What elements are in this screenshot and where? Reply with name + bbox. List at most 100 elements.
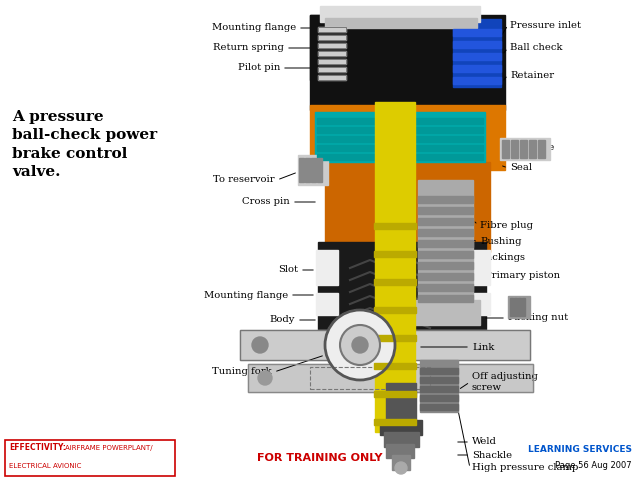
Bar — [418, 229, 473, 236]
Bar — [318, 59, 346, 64]
Text: Packing nut: Packing nut — [508, 313, 568, 323]
Bar — [418, 240, 473, 247]
Bar — [529, 140, 536, 158]
Bar — [5, 440, 175, 476]
Bar — [310, 105, 505, 170]
Bar — [510, 298, 513, 316]
Circle shape — [352, 337, 368, 353]
Text: AIRFRAME POWERPLANT/: AIRFRAME POWERPLANT/ — [65, 445, 152, 451]
Circle shape — [325, 310, 395, 380]
Bar — [318, 67, 346, 72]
Bar — [316, 293, 338, 315]
Bar — [453, 29, 501, 36]
Bar — [317, 118, 483, 124]
Text: High pressure clamp: High pressure clamp — [472, 464, 579, 472]
Circle shape — [252, 337, 268, 353]
Bar — [511, 140, 518, 158]
Bar — [310, 367, 430, 389]
Bar — [420, 395, 458, 401]
Text: Pilot pin: Pilot pin — [237, 63, 280, 72]
Text: Page 56 Aug 2007: Page 56 Aug 2007 — [556, 461, 632, 470]
Text: Fibre plug: Fibre plug — [480, 220, 533, 229]
Bar — [453, 77, 501, 84]
Text: To brake: To brake — [510, 143, 554, 152]
Circle shape — [258, 371, 272, 385]
Bar — [420, 360, 458, 412]
Bar — [317, 145, 483, 151]
Bar — [374, 279, 416, 285]
Text: FOR TRAINING ONLY: FOR TRAINING ONLY — [257, 453, 383, 463]
Bar — [240, 330, 530, 360]
Bar — [374, 363, 416, 369]
Bar — [522, 298, 525, 316]
Bar — [418, 262, 473, 269]
Bar — [318, 35, 346, 40]
Bar — [418, 218, 473, 225]
Bar — [453, 19, 501, 87]
Bar — [418, 180, 473, 305]
Bar — [386, 383, 416, 428]
Bar — [502, 140, 509, 158]
Bar — [418, 284, 473, 291]
Bar — [318, 27, 346, 32]
Text: Off adjusting
screw: Off adjusting screw — [472, 372, 538, 392]
Text: Link: Link — [472, 343, 494, 351]
Bar — [315, 112, 485, 162]
Bar — [420, 386, 458, 392]
Bar — [538, 140, 545, 158]
Bar — [453, 65, 501, 72]
Bar — [468, 250, 490, 285]
Text: EFFECTIVITY:: EFFECTIVITY: — [9, 444, 66, 453]
Bar — [392, 455, 410, 470]
Text: Mounting flange: Mounting flange — [212, 24, 296, 33]
Text: Tuning fork: Tuning fork — [212, 368, 272, 376]
Bar — [317, 158, 322, 182]
Text: Mounting flange: Mounting flange — [204, 290, 288, 300]
Text: ELECTRICAL AVIONIC: ELECTRICAL AVIONIC — [9, 463, 81, 469]
Bar — [317, 136, 483, 142]
Bar — [298, 155, 328, 185]
Text: Return spring: Return spring — [213, 44, 284, 52]
Bar — [508, 296, 530, 318]
Bar — [325, 18, 477, 28]
Text: Slot: Slot — [278, 265, 298, 275]
Bar — [420, 368, 458, 374]
Bar — [418, 207, 473, 214]
Circle shape — [395, 462, 407, 474]
Bar — [248, 364, 533, 392]
Bar — [514, 298, 517, 316]
Bar — [317, 127, 483, 133]
Bar — [418, 273, 473, 280]
Bar — [318, 43, 346, 48]
Text: Retainer: Retainer — [510, 71, 554, 80]
Text: Bushing: Bushing — [480, 238, 522, 247]
Text: A pressure
ball-check power
brake control
valve.: A pressure ball-check power brake contro… — [12, 110, 157, 179]
Text: Ball check: Ball check — [510, 44, 563, 52]
Bar — [374, 307, 416, 313]
Text: Seal: Seal — [510, 164, 532, 172]
Bar — [318, 59, 346, 64]
Bar — [240, 330, 530, 360]
Bar — [518, 298, 521, 316]
Bar — [453, 41, 501, 48]
Bar — [453, 53, 501, 60]
Bar — [318, 75, 346, 80]
Bar — [380, 420, 422, 435]
Bar — [500, 138, 550, 160]
Bar — [375, 102, 415, 432]
Text: Cross pin: Cross pin — [243, 197, 290, 206]
Bar — [374, 419, 416, 425]
Bar — [318, 242, 486, 332]
Bar — [420, 377, 458, 383]
Text: Body: Body — [269, 315, 295, 324]
Bar — [318, 43, 346, 48]
Bar — [374, 223, 416, 229]
Circle shape — [340, 325, 380, 365]
Text: Weld: Weld — [472, 437, 497, 446]
Bar — [386, 444, 414, 458]
Bar — [420, 404, 458, 410]
Text: Cover: Cover — [370, 8, 400, 16]
Bar — [299, 158, 304, 182]
Bar — [316, 250, 338, 285]
Bar — [248, 364, 533, 392]
